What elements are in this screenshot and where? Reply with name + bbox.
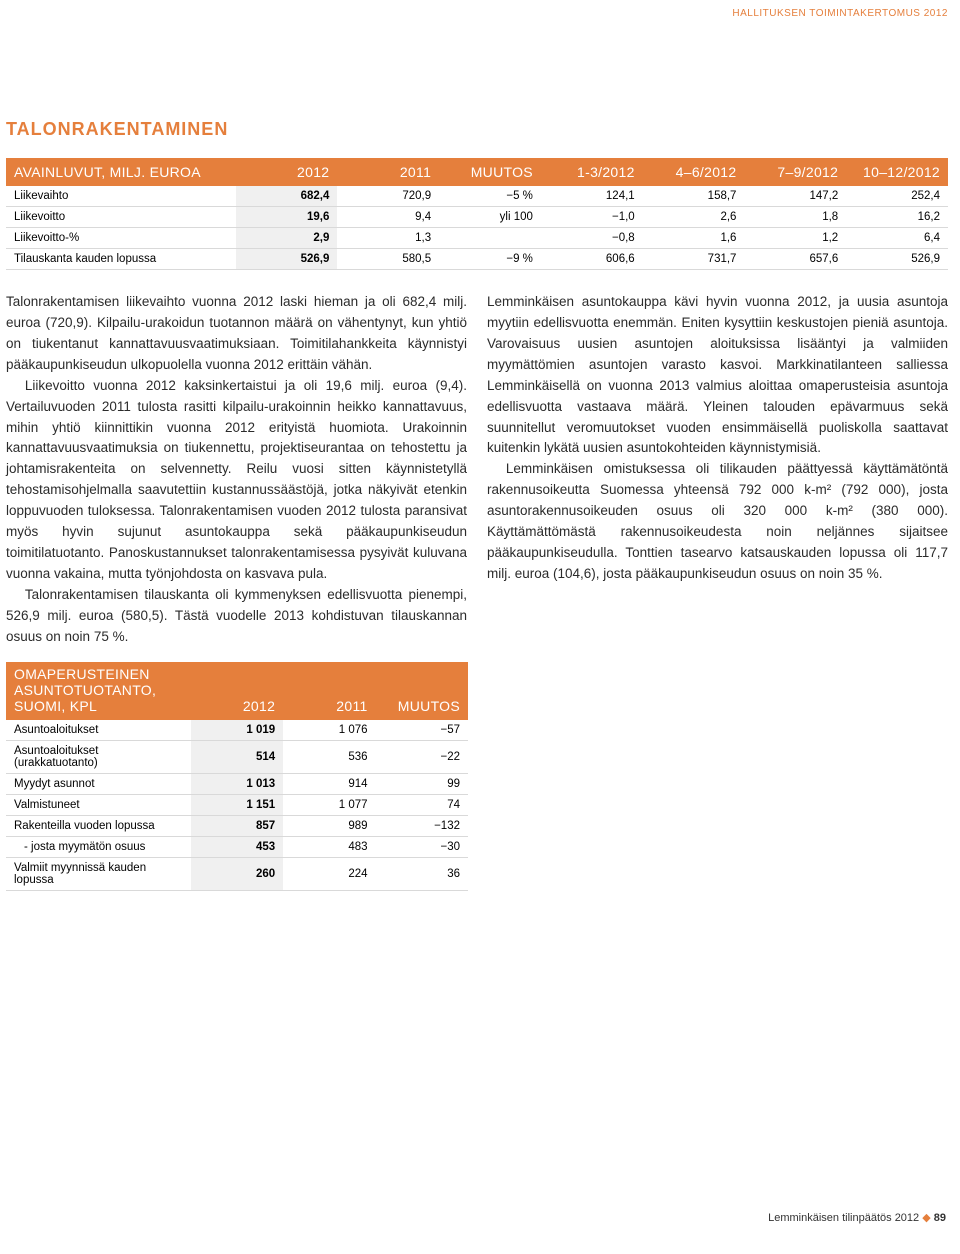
table-cell: Valmistuneet xyxy=(6,794,191,815)
body-paragraph: Talonrakentamisen tilauskanta oli kymmen… xyxy=(6,585,467,648)
table-cell: 124,1 xyxy=(541,186,643,207)
table-cell: Liikevoitto-% xyxy=(6,228,236,249)
table-cell: 16,2 xyxy=(846,207,948,228)
t2-col-header: 2012 xyxy=(191,662,283,720)
t2-col-header: MUUTOS xyxy=(376,662,468,720)
table-row: Liikevoitto19,69,4yli 100−1,02,61,816,2 xyxy=(6,207,948,228)
table-cell: 2,6 xyxy=(643,207,745,228)
section-title: TALONRAKENTAMINEN xyxy=(6,119,948,140)
table-cell: 9,4 xyxy=(337,207,439,228)
footer-dot-icon: ◆ xyxy=(922,1212,934,1224)
t1-col-header: 10–12/2012 xyxy=(846,158,948,186)
body-right: Lemminkäisen asuntokauppa kävi hyvin vuo… xyxy=(487,292,948,648)
table-cell: 2,9 xyxy=(236,228,338,249)
t2-col-header: 2011 xyxy=(283,662,375,720)
table-cell: 260 xyxy=(191,857,283,890)
table-cell: −30 xyxy=(376,836,468,857)
table-cell xyxy=(439,228,541,249)
table-cell: 526,9 xyxy=(846,249,948,270)
table-cell: yli 100 xyxy=(439,207,541,228)
t1-col-header: MUUTOS xyxy=(439,158,541,186)
table-cell: 1 151 xyxy=(191,794,283,815)
table-cell: 74 xyxy=(376,794,468,815)
table-cell: Myydyt asunnot xyxy=(6,773,191,794)
table-cell: 483 xyxy=(283,836,375,857)
footer-page: 89 xyxy=(934,1212,946,1224)
table-cell: −5 % xyxy=(439,186,541,207)
t1-col-header: 1-3/2012 xyxy=(541,158,643,186)
footer-text: Lemminkäisen tilinpäätös 2012 xyxy=(768,1212,919,1224)
table-row: - josta myymätön osuus453483−30 xyxy=(6,836,468,857)
table-row: Valmiit myynnissä kauden lopussa26022436 xyxy=(6,857,468,890)
table-cell: Rakenteilla vuoden lopussa xyxy=(6,815,191,836)
table-row: Rakenteilla vuoden lopussa857989−132 xyxy=(6,815,468,836)
table-cell: 99 xyxy=(376,773,468,794)
key-figures-table: AVAINLUVUT, MILJ. EUROA20122011MUUTOS1-3… xyxy=(6,158,948,270)
table-cell: Tilauskanta kauden lopussa xyxy=(6,249,236,270)
table-row: Asuntoaloitukset1 0191 076−57 xyxy=(6,720,468,741)
table-cell: Valmiit myynnissä kauden lopussa xyxy=(6,857,191,890)
table-cell: 1,2 xyxy=(744,228,846,249)
table-cell: 6,4 xyxy=(846,228,948,249)
table-cell: Asuntoaloitukset xyxy=(6,720,191,741)
table-cell: −22 xyxy=(376,740,468,773)
table-cell: 526,9 xyxy=(236,249,338,270)
table-cell: 1 013 xyxy=(191,773,283,794)
table-cell: 580,5 xyxy=(337,249,439,270)
table-cell: −0,8 xyxy=(541,228,643,249)
table-cell: 720,9 xyxy=(337,186,439,207)
table-cell: Liikevoitto xyxy=(6,207,236,228)
table-cell: 252,4 xyxy=(846,186,948,207)
table-cell: 1 077 xyxy=(283,794,375,815)
body-paragraph: Lemminkäisen asuntokauppa kävi hyvin vuo… xyxy=(487,292,948,459)
table-cell: 1,6 xyxy=(643,228,745,249)
table-cell: 514 xyxy=(191,740,283,773)
table-row: Myydyt asunnot1 01391499 xyxy=(6,773,468,794)
table-cell: −132 xyxy=(376,815,468,836)
housing-table: OMAPERUSTEINENASUNTOTUOTANTO, SUOMI, KPL… xyxy=(6,662,468,891)
t1-col-header: 7–9/2012 xyxy=(744,158,846,186)
body-left: Talonrakentamisen liikevaihto vuonna 201… xyxy=(6,292,467,648)
table-cell: 857 xyxy=(191,815,283,836)
page-footer: Lemminkäisen tilinpäätös 2012 ◆ 89 xyxy=(6,1211,946,1224)
body-columns: Talonrakentamisen liikevaihto vuonna 201… xyxy=(6,292,948,648)
table-cell: 536 xyxy=(283,740,375,773)
table-cell: 606,6 xyxy=(541,249,643,270)
t1-col-header: 4–6/2012 xyxy=(643,158,745,186)
body-paragraph: Talonrakentamisen liikevaihto vuonna 201… xyxy=(6,292,467,376)
table-cell: Liikevaihto xyxy=(6,186,236,207)
header-tag: HALLITUKSEN TOIMINTAKERTOMUS 2012 xyxy=(6,8,948,19)
table-cell: −9 % xyxy=(439,249,541,270)
t1-col-header: 2011 xyxy=(337,158,439,186)
table-cell: −57 xyxy=(376,720,468,741)
table-cell: 158,7 xyxy=(643,186,745,207)
table-row: Liikevaihto682,4720,9−5 %124,1158,7147,2… xyxy=(6,186,948,207)
table-cell: 36 xyxy=(376,857,468,890)
table-cell: 657,6 xyxy=(744,249,846,270)
t1-col-header: AVAINLUVUT, MILJ. EUROA xyxy=(6,158,236,186)
body-paragraph: Lemminkäisen omistuksessa oli tilikauden… xyxy=(487,459,948,585)
table-cell: 731,7 xyxy=(643,249,745,270)
t2-col-header: OMAPERUSTEINENASUNTOTUOTANTO, SUOMI, KPL xyxy=(6,662,191,720)
table-cell: 19,6 xyxy=(236,207,338,228)
table-cell: 1 076 xyxy=(283,720,375,741)
table-cell: 147,2 xyxy=(744,186,846,207)
table-cell: 1,3 xyxy=(337,228,439,249)
body-paragraph: Liikevoitto vuonna 2012 kaksinkertaistui… xyxy=(6,376,467,585)
table-cell: 224 xyxy=(283,857,375,890)
table-cell: 1,8 xyxy=(744,207,846,228)
table-cell: - josta myymätön osuus xyxy=(6,836,191,857)
table-cell: −1,0 xyxy=(541,207,643,228)
table-row: Liikevoitto-%2,91,3 −0,81,61,26,4 xyxy=(6,228,948,249)
t1-col-header: 2012 xyxy=(236,158,338,186)
table-cell: Asuntoaloitukset (urakkatuotanto) xyxy=(6,740,191,773)
table-cell: 1 019 xyxy=(191,720,283,741)
table-cell: 453 xyxy=(191,836,283,857)
table-row: Tilauskanta kauden lopussa526,9580,5−9 %… xyxy=(6,249,948,270)
table-cell: 989 xyxy=(283,815,375,836)
table-row: Asuntoaloitukset (urakkatuotanto)514536−… xyxy=(6,740,468,773)
table-row: Valmistuneet1 1511 07774 xyxy=(6,794,468,815)
table-cell: 682,4 xyxy=(236,186,338,207)
table-cell: 914 xyxy=(283,773,375,794)
